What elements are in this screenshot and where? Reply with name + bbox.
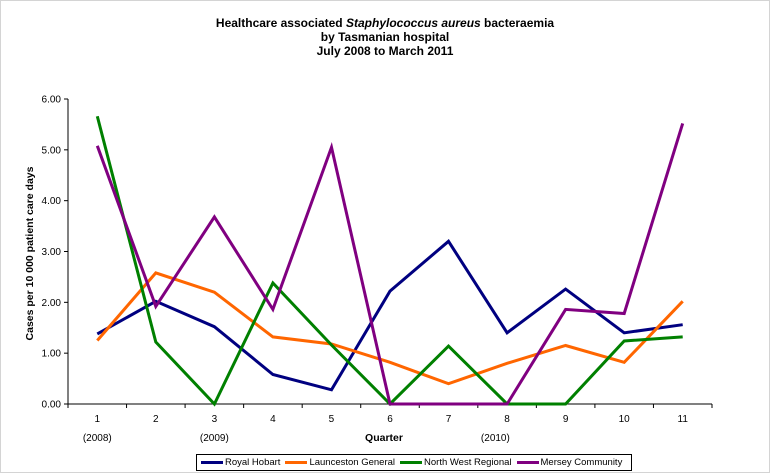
- title-line3: July 2008 to March 2011: [316, 44, 454, 58]
- chart-legend: Royal Hobart Launceston General North West…: [196, 454, 633, 471]
- legend-label: North West Regional: [424, 457, 512, 468]
- year-label: (2008): [83, 433, 112, 444]
- year-label: (2009): [200, 433, 229, 444]
- y-tick-label: 2.00: [42, 298, 62, 309]
- legend-swatch: [516, 461, 539, 464]
- legend-item: Mersey Community: [516, 457, 623, 468]
- legend-item: Launceston General: [285, 457, 395, 468]
- x-tick-label: 4: [270, 414, 276, 425]
- y-tick-label: 6.00: [42, 95, 62, 106]
- year-labels: (2008) (2009) (2010): [83, 433, 510, 444]
- x-tick-label: 2: [153, 414, 159, 425]
- chart-title: Healthcare associated Staphylococcus aur…: [0, 16, 770, 58]
- legend-item: North West Regional: [400, 457, 512, 468]
- title-line1-post: bacteraemia: [480, 16, 555, 30]
- title-line2: by Tasmanian hospital: [320, 30, 450, 44]
- y-tick-label: 3.00: [42, 247, 62, 258]
- legend-label: Mersey Community: [540, 457, 623, 468]
- series-line-launceston-general: [96, 271, 684, 386]
- y-tick-label: 5.00: [42, 145, 62, 156]
- legend-label: Royal Hobart: [225, 457, 281, 468]
- x-tick-label: 10: [619, 414, 631, 425]
- y-tick-label: 0.00: [42, 400, 62, 411]
- legend-swatch: [201, 461, 223, 464]
- title-line1-pre: Healthcare associated: [215, 16, 346, 30]
- x-tick-label: 11: [678, 414, 689, 425]
- legend-swatch: [285, 461, 308, 464]
- x-axis-ticks: 1 2 3 4 5 6 7 8 9 10 11: [67, 404, 713, 425]
- legend-item: Royal Hobart: [201, 457, 280, 468]
- y-tick-label: 1.00: [42, 349, 62, 360]
- x-tick-label: 6: [387, 414, 393, 425]
- x-tick-label: 7: [446, 414, 452, 425]
- x-tick-label: 5: [329, 414, 335, 425]
- y-axis-title: Cases per 10 000 patient care days: [24, 166, 36, 340]
- title-line1-italic: Staphylococcus aureus: [345, 16, 481, 30]
- x-tick-label: 9: [563, 414, 569, 425]
- x-tick-label: 1: [94, 414, 100, 425]
- x-axis-title: Quarter: [365, 432, 403, 444]
- x-tick-label: 8: [504, 414, 510, 425]
- year-label: (2010): [481, 433, 510, 444]
- y-tick-label: 4.00: [42, 196, 62, 207]
- series-line-mersey-community: [95, 122, 685, 406]
- legend-label: Launceston General: [309, 457, 396, 468]
- series-lines: [95, 115, 685, 407]
- y-axis-ticks: 0.00 1.00 2.00 3.00 4.00 5.00 6.00: [42, 95, 68, 411]
- legend-swatch: [400, 461, 423, 464]
- series-line-royal-hobart: [96, 239, 683, 392]
- x-tick-label: 3: [212, 414, 218, 425]
